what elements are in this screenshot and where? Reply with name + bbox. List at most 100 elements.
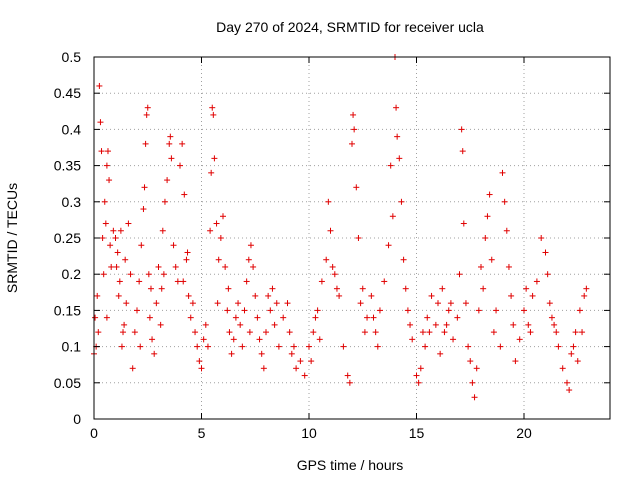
data-point [213, 220, 220, 227]
data-point [310, 329, 317, 336]
data-point [92, 314, 99, 321]
data-point [245, 256, 252, 263]
data-point [117, 227, 124, 234]
data-point [407, 321, 414, 328]
data-point [523, 285, 530, 292]
data-point [527, 329, 534, 336]
data-point [210, 111, 217, 118]
data-point [435, 300, 441, 307]
data-point [505, 263, 512, 270]
data-point [167, 133, 174, 140]
data-point [131, 329, 138, 336]
data-point [385, 242, 392, 249]
data-point [250, 263, 257, 270]
data-point [293, 365, 300, 372]
data-point [331, 271, 338, 278]
data-point [424, 314, 431, 321]
data-point [102, 220, 109, 227]
data-point [454, 314, 461, 321]
data-point [194, 343, 201, 350]
x-tick-label: 0 [90, 425, 98, 441]
data-point [258, 350, 265, 357]
y-tick-label: 0.1 [62, 339, 82, 355]
data-point [417, 365, 424, 372]
data-point [350, 111, 357, 118]
data-point [475, 307, 482, 314]
data-point [200, 336, 207, 343]
data-point [189, 300, 196, 307]
data-point [228, 350, 235, 357]
data-point [484, 213, 491, 220]
data-point [110, 227, 117, 234]
data-point [241, 307, 248, 314]
data-point [204, 343, 211, 350]
data-point [393, 104, 400, 111]
data-point [94, 292, 101, 299]
data-point [499, 169, 506, 176]
data-point [458, 126, 465, 133]
data-point [141, 184, 148, 191]
data-point [136, 278, 143, 285]
data-point [237, 321, 244, 328]
data-point [115, 292, 122, 299]
data-point [273, 300, 280, 307]
y-tick-label: 0 [73, 411, 81, 427]
data-point [209, 104, 216, 111]
data-point [471, 394, 478, 401]
data-point [525, 321, 532, 328]
data-point [544, 271, 551, 278]
data-point [306, 343, 312, 350]
data-point [368, 292, 375, 299]
data-point [138, 242, 145, 249]
data-point [441, 329, 448, 336]
data-point [243, 278, 250, 285]
scatter-series [91, 54, 590, 401]
data-point [160, 271, 167, 278]
data-point [112, 235, 119, 241]
data-point [529, 292, 536, 299]
data-point [297, 358, 304, 365]
data-point [370, 314, 377, 321]
data-point [269, 285, 276, 292]
data-point [120, 329, 127, 336]
data-point [376, 307, 383, 314]
data-point [447, 300, 454, 307]
data-point [275, 343, 282, 350]
data-point [559, 365, 566, 372]
data-point [99, 235, 106, 241]
data-point [469, 379, 476, 386]
data-point [353, 184, 360, 191]
data-point [445, 307, 452, 314]
data-point [478, 263, 484, 270]
data-point [564, 379, 570, 386]
data-point [503, 227, 510, 234]
data-point [548, 314, 555, 321]
data-point [164, 177, 171, 184]
data-point [398, 198, 405, 205]
data-point [267, 307, 274, 314]
data-point [108, 263, 115, 270]
data-point [123, 300, 130, 307]
data-point [157, 321, 164, 328]
data-point [149, 336, 156, 343]
data-point [239, 343, 246, 350]
data-point [404, 307, 411, 314]
data-point [127, 271, 134, 278]
y-tick-label: 0.2 [62, 266, 82, 282]
data-point [510, 321, 517, 328]
plot-frame [93, 56, 611, 420]
data-point [340, 343, 347, 350]
data-point [325, 198, 332, 205]
data-point [146, 314, 153, 321]
data-point [570, 343, 577, 350]
data-point [349, 140, 355, 147]
data-point [222, 263, 229, 270]
data-point [465, 343, 472, 350]
data-point [97, 119, 104, 126]
data-point [174, 278, 181, 285]
data-point [389, 213, 396, 220]
data-point [568, 350, 575, 357]
data-point [318, 278, 325, 285]
data-point [187, 314, 194, 321]
data-point [437, 350, 444, 357]
